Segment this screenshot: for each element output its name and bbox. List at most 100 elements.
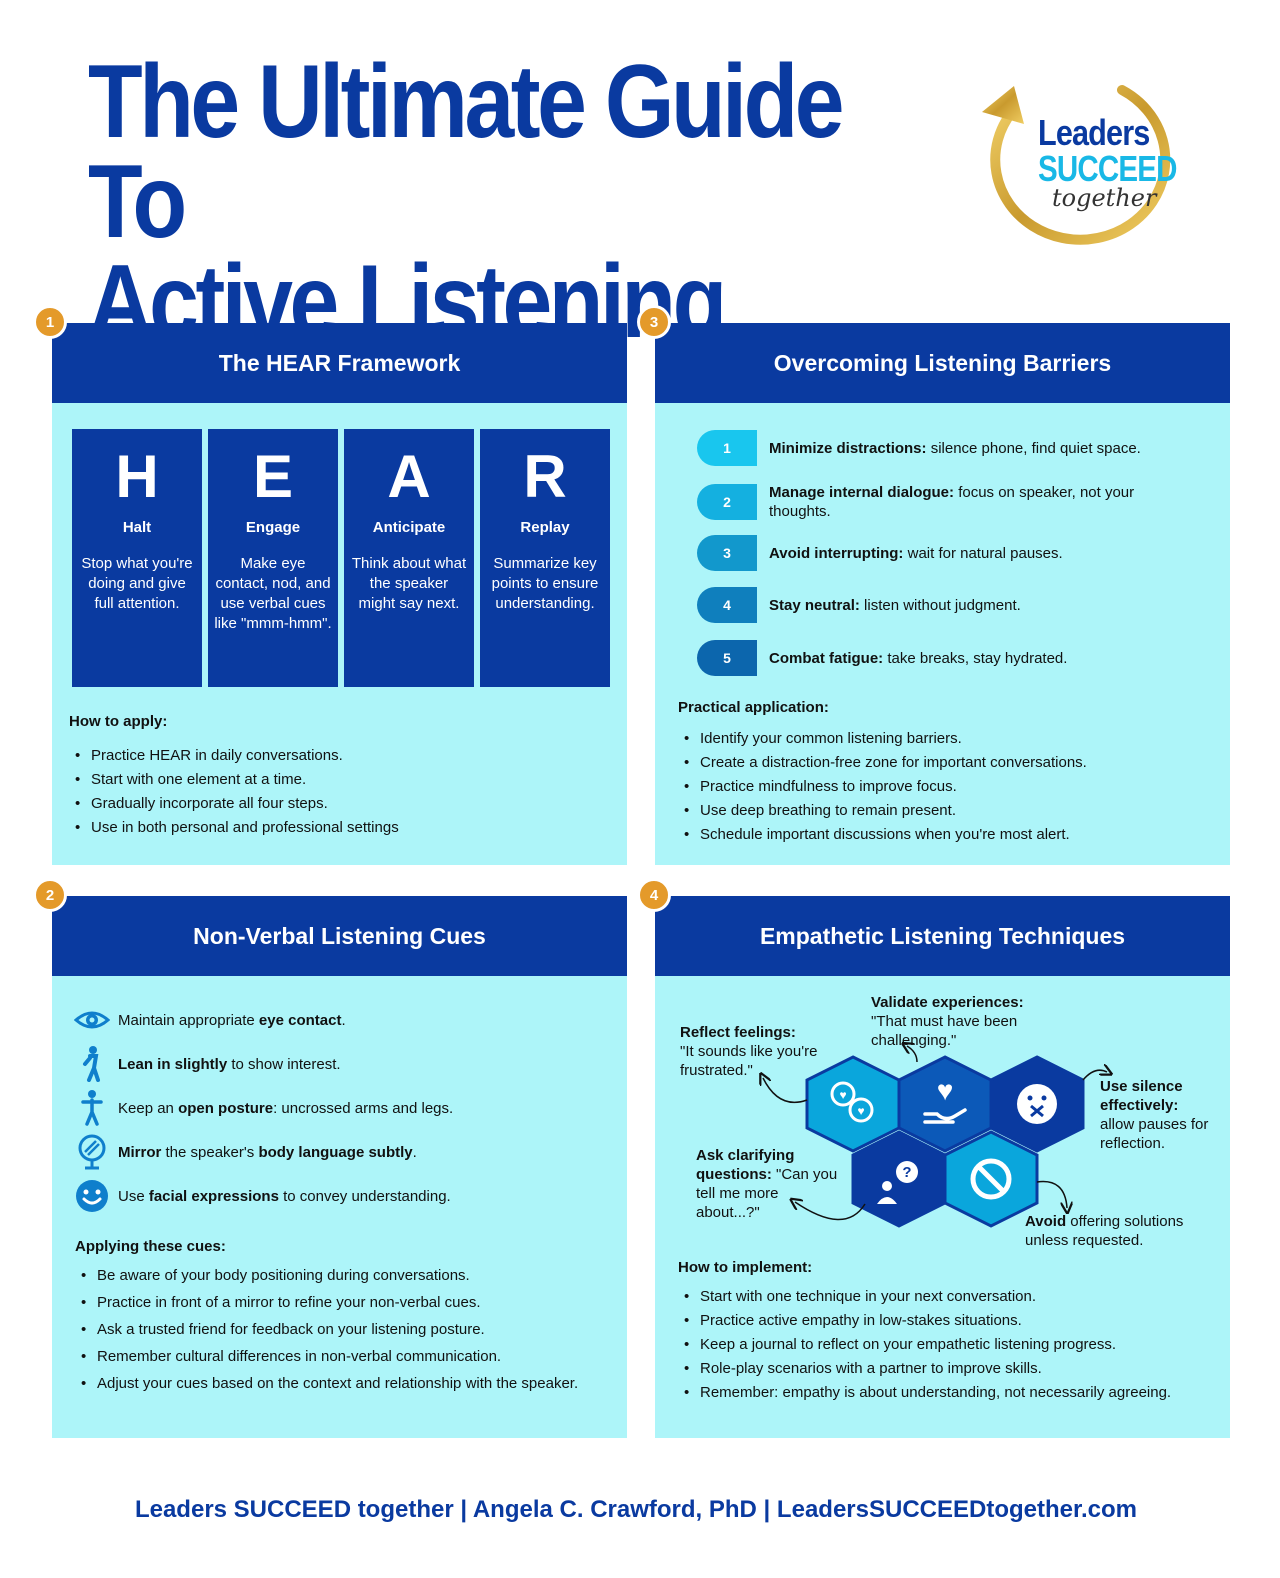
hear-desc: Stop what you're doing and give full att…	[81, 555, 193, 612]
silence-label: Use silence effectively: allow pauses for…	[1100, 1077, 1220, 1153]
panel-hear-framework: The HEAR Framework H Halt Stop what you'…	[52, 323, 627, 865]
eye-icon	[74, 1002, 110, 1038]
barrier-text: Minimize distractions: silence phone, fi…	[769, 439, 1141, 458]
label-bold: Reflect feelings:	[680, 1024, 796, 1041]
apply-list: Identify your common listening barriers.…	[678, 727, 1087, 847]
cue-text: Mirror the speaker's body language subtl…	[118, 1144, 417, 1161]
hear-card-e: E Engage Make eye contact, nod, and use …	[208, 429, 338, 687]
list-item: Schedule important discussions when you'…	[678, 823, 1087, 847]
hear-word: Halt	[122, 519, 152, 536]
barrier-row: 2 Manage internal dialogue: focus on spe…	[697, 483, 1167, 521]
cue-bold: Lean in slightly	[118, 1055, 228, 1073]
barrier-number: 2	[697, 484, 757, 520]
barrier-bold: Combat fatigue:	[769, 649, 884, 667]
hear-letter: H	[115, 443, 159, 510]
avoid-arrow	[1036, 1180, 1067, 1208]
cue-text: Maintain appropriate eye contact.	[118, 1012, 346, 1029]
title-line-1: The Ultimate Guide To	[88, 44, 845, 260]
avoid-label: Avoid offering solutions unless requeste…	[1025, 1212, 1215, 1250]
list-item: Gradually incorporate all four steps.	[69, 792, 399, 816]
cue-bold: Mirror	[118, 1143, 162, 1161]
panel-title: Non-Verbal Listening Cues	[52, 896, 627, 976]
cue-text: Use facial expressions to convey underst…	[118, 1188, 451, 1205]
cue-part: Use	[118, 1187, 149, 1205]
hear-desc: Make eye contact, nod, and use verbal cu…	[214, 555, 332, 632]
brand-logo: Leaders SUCCEED together	[972, 72, 1182, 262]
hear-letter: E	[252, 443, 294, 510]
step-badge-2: 2	[33, 878, 67, 912]
hear-word: Anticipate	[372, 519, 446, 536]
cue-part: to convey understanding.	[278, 1187, 451, 1205]
barrier-desc: listen without judgment.	[859, 596, 1021, 614]
list-item: Practice mindfulness to improve focus.	[678, 775, 1087, 799]
hear-card-r: R Replay Summarize key points to ensure …	[480, 429, 610, 687]
barrier-text: Avoid interrupting: wait for natural pau…	[769, 544, 1063, 563]
cue-row: Mirror the speaker's body language subtl…	[74, 1134, 417, 1170]
question-person-icon: ?	[877, 1161, 918, 1204]
hear-desc: Summarize key points to ensure understan…	[491, 555, 599, 612]
footer: Leaders SUCCEED together | Angela C. Cra…	[134, 1496, 1138, 1523]
hear-card-a: A Anticipate Think about what the speake…	[344, 429, 474, 687]
clarify-label: Ask clarifying questions: "Can you tell …	[696, 1146, 841, 1222]
svg-text:♥: ♥	[857, 1104, 864, 1118]
cue-part: .	[412, 1143, 417, 1161]
barrier-bold: Avoid interrupting:	[769, 544, 904, 562]
page-title: The Ultimate Guide To Active Listening	[88, 44, 845, 354]
list-item: Be aware of your body positioning during…	[75, 1266, 605, 1285]
no-sign-icon	[970, 1158, 1012, 1200]
apply-heading: Applying these cues:	[75, 1238, 226, 1255]
apply-heading: Practical application:	[678, 699, 829, 716]
hear-letter: R	[523, 443, 567, 510]
standing-person-icon	[74, 1090, 110, 1126]
validate-arrow	[907, 1046, 918, 1063]
panel-listening-barriers: Overcoming Listening Barriers 1 Minimize…	[655, 323, 1230, 865]
silence-arrow	[1082, 1070, 1107, 1081]
smiley-icon	[74, 1178, 110, 1214]
list-item: Remember cultural differences in non-ver…	[75, 1347, 605, 1366]
hear-letter: A	[387, 443, 431, 510]
label-text: "Can you tell me more about...?"	[696, 1166, 838, 1221]
cue-row: Use facial expressions to convey underst…	[74, 1178, 451, 1214]
cue-text: Keep an open posture: uncrossed arms and…	[118, 1100, 453, 1117]
panel-title: Overcoming Listening Barriers	[655, 323, 1230, 403]
apply-list: Start with one technique in your next co…	[678, 1287, 1208, 1402]
barrier-desc: silence phone, find quiet space.	[926, 439, 1141, 457]
hear-cards: H Halt Stop what you're doing and give f…	[72, 429, 610, 687]
svg-text:♥: ♥	[937, 1075, 954, 1106]
clarify-hex: ?	[851, 1130, 947, 1228]
validate-label: Validate experiences: "That must have bee…	[871, 993, 1071, 1050]
zipped-face-icon	[1017, 1084, 1057, 1124]
hear-word: Replay	[520, 519, 570, 536]
validate-hex: ♥	[897, 1055, 993, 1153]
cue-part: : uncrossed arms and legs.	[273, 1099, 454, 1117]
cue-row: Maintain appropriate eye contact.	[74, 1002, 346, 1038]
hear-word: Engage	[245, 519, 301, 536]
hexagon-diagram: ♥ ♥ ♥ ?	[655, 976, 1230, 1228]
cue-row: Keep an open posture: uncrossed arms and…	[74, 1090, 453, 1126]
mirror-icon	[74, 1134, 110, 1170]
cue-part: the speaker's	[161, 1143, 259, 1161]
heart-hand-icon: ♥	[923, 1075, 967, 1124]
list-item: Practice in front of a mirror to refine …	[75, 1293, 605, 1312]
apply-list: Be aware of your body positioning during…	[75, 1266, 605, 1393]
chat-heart-icon: ♥ ♥	[830, 1081, 874, 1123]
svg-text:♥: ♥	[839, 1088, 846, 1102]
barrier-desc: focus on speaker, not your thoughts.	[769, 484, 1135, 520]
silence-hex	[989, 1055, 1085, 1153]
cue-bold: facial expressions	[148, 1187, 279, 1205]
cue-bold: body language subtly	[258, 1143, 413, 1161]
cue-part: .	[341, 1011, 346, 1029]
label-text: allow pauses for reflection.	[1100, 1116, 1209, 1152]
barrier-row: 4 Stay neutral: listen without judgment.	[697, 587, 1167, 623]
barrier-bold: Manage internal dialogue:	[769, 484, 955, 501]
list-item: Use deep breathing to remain present.	[678, 799, 1087, 823]
list-item: Ask a trusted friend for feedback on you…	[75, 1320, 605, 1339]
step-badge-1: 1	[33, 305, 67, 339]
list-item: Identify your common listening barriers.	[678, 727, 1087, 751]
hear-desc: Think about what the speaker might say n…	[351, 555, 467, 612]
cue-bold: eye contact	[258, 1011, 342, 1029]
apply-heading: How to apply:	[69, 713, 168, 730]
list-item: Use in both personal and professional se…	[69, 816, 399, 840]
barrier-row: 3 Avoid interrupting: wait for natural p…	[697, 535, 1167, 571]
hear-card-h: H Halt Stop what you're doing and give f…	[72, 429, 202, 687]
